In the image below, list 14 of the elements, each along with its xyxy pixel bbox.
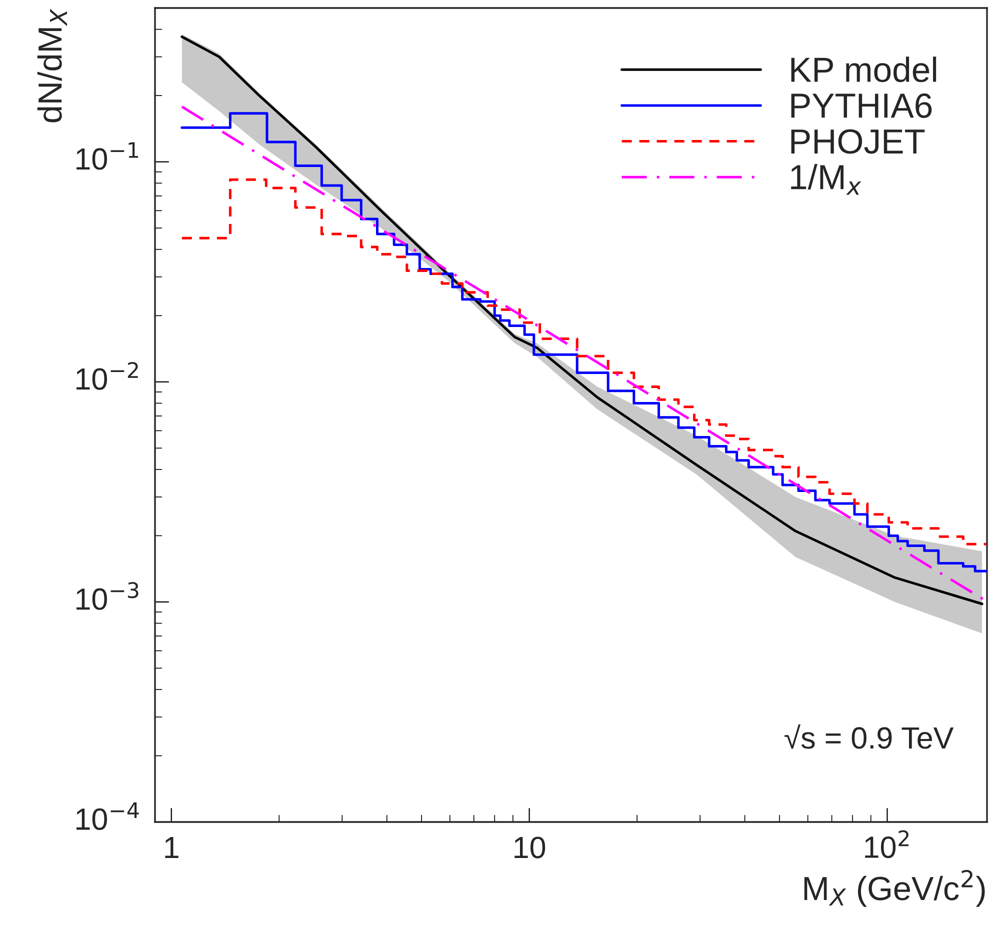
x-axis-title: M$_{X}$ (GeV/c$^{2}$) [804, 870, 985, 907]
x-tick-label: 10$^{2}$ [865, 830, 909, 858]
annotation: √s = 0.9 TeV [784, 724, 954, 749]
x-tick-label: 1 [165, 837, 178, 858]
legend-label: PYTHIA6 [791, 93, 932, 118]
legend-label: KP model [791, 56, 936, 82]
y-tick-label: 10$^{−2}$ [76, 362, 138, 390]
legend-label: PHOJET [791, 129, 925, 154]
y-axis-title: dN/dM$_{X}$ [37, 8, 68, 122]
legend-label: 1/M$_{x}$ [791, 164, 862, 195]
y-tick-label: 10$^{−4}$ [76, 802, 139, 830]
x-tick-label: 10 [514, 836, 546, 858]
y-tick-label: 10$^{−1}$ [76, 142, 138, 170]
y-tick-label: 10$^{−3}$ [76, 582, 138, 610]
